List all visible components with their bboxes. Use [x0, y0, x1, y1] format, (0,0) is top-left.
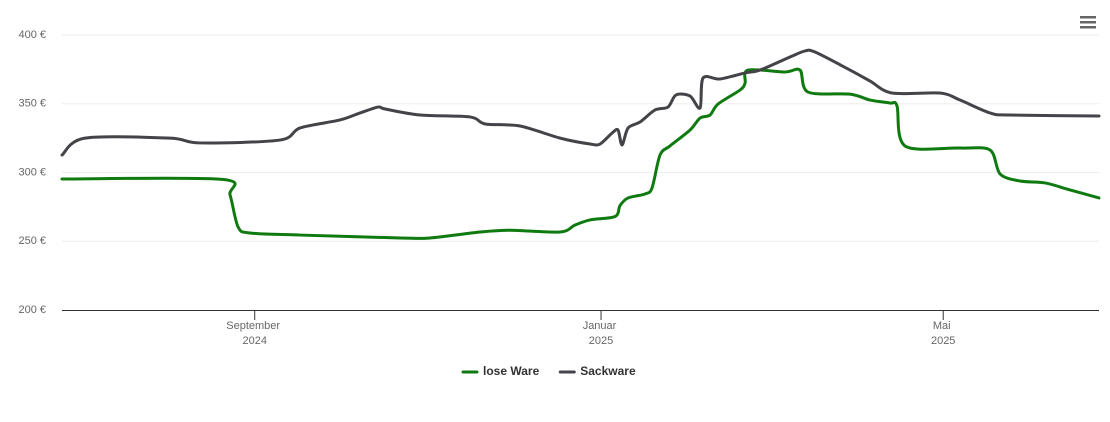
legend-item[interactable]: Sackware [558, 364, 636, 378]
series-line [60, 67, 1101, 240]
legend: lose Ware Sackware [461, 364, 636, 378]
menu-icon[interactable] [1080, 16, 1096, 29]
series-line [60, 48, 1101, 157]
x-tick-label: Januar 2025 [583, 320, 620, 347]
x-tick-label-line: Mai [933, 320, 954, 332]
y-tick-label: 250 € [18, 235, 46, 247]
y-tick-label: 200 € [18, 304, 46, 316]
x-tick-label-line: Januar [583, 320, 620, 332]
menu-bar [1080, 21, 1096, 24]
x-tick-label-line: September [226, 320, 283, 332]
menu-bar [1080, 26, 1096, 29]
x-tick-label: Mai 2025 [931, 320, 955, 347]
legend-label: Sackware [580, 364, 636, 378]
legend-label: lose Ware [483, 364, 540, 378]
x-tick-label: September 2024 [226, 320, 283, 347]
x-tick-label-line: 2024 [242, 335, 266, 347]
y-tick-label: 300 € [18, 166, 46, 178]
legend-item[interactable]: lose Ware [461, 364, 540, 378]
menu-bar [1080, 16, 1096, 19]
x-tick-label-line: 2025 [931, 335, 955, 347]
y-tick-label: 350 € [18, 98, 46, 110]
x-tick-label-line: 2025 [589, 335, 613, 347]
y-tick-label: 400 € [18, 29, 46, 41]
